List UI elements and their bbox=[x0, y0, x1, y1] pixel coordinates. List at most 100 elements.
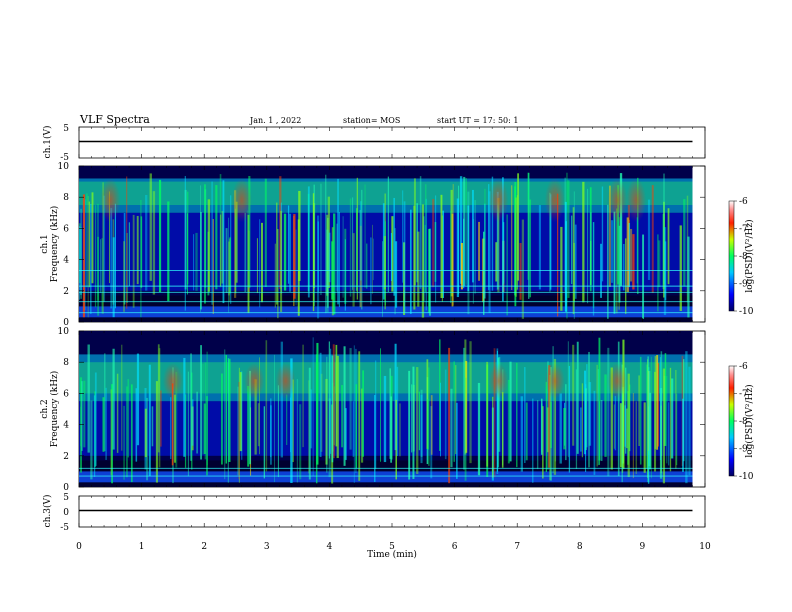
ch2-spectrogram-image bbox=[79, 331, 693, 487]
spectrogram-sferic-streak bbox=[387, 176, 389, 293]
spectrogram-sferic-streak bbox=[488, 184, 490, 290]
spectrogram-sferic-streak bbox=[540, 398, 543, 455]
spectrogram-sferic-streak bbox=[206, 396, 208, 476]
spectrogram-sferic-streak bbox=[276, 202, 278, 305]
spectrogram-sferic-streak bbox=[395, 399, 397, 480]
spectrogram-sferic-streak bbox=[184, 189, 187, 290]
spectrogram-sferic-streak bbox=[228, 358, 231, 462]
ch1-wave-ylabel: ch.1(V) bbox=[42, 126, 53, 159]
spectrogram-sferic-streak bbox=[88, 201, 91, 288]
spectrogram-sferic-streak bbox=[550, 194, 552, 290]
spectrogram-sferic-streak bbox=[463, 176, 466, 286]
spectrogram-sferic-streak bbox=[465, 178, 467, 285]
spectrogram-sferic-streak bbox=[486, 361, 489, 467]
spectrogram-sferic-streak bbox=[352, 197, 354, 290]
spectrogram-sferic-streak bbox=[679, 225, 682, 311]
spectrogram-sferic-streak bbox=[455, 365, 457, 455]
spectrogram-sferic-streak bbox=[144, 408, 147, 458]
spectrogram-sferic-streak bbox=[121, 344, 123, 451]
spectrogram-sferic-streak bbox=[430, 395, 433, 455]
spectrogram-sferic-streak bbox=[331, 355, 334, 463]
spectrogram-sferic-streak bbox=[567, 341, 569, 458]
spectrogram-sferic-streak bbox=[215, 185, 218, 290]
spectrogram-sferic-streak bbox=[417, 231, 420, 307]
spectrogram-sferic-streak bbox=[146, 397, 149, 481]
spectrogram-sferic-streak bbox=[525, 402, 528, 461]
spectrogram-sferic-streak bbox=[204, 184, 206, 304]
spectrogram-sferic-streak bbox=[565, 384, 567, 461]
spectrogram-sferic-streak bbox=[259, 219, 261, 308]
spectrogram-sferic-streak bbox=[656, 355, 659, 450]
spectrogram-sferic-streak bbox=[464, 339, 467, 455]
ch1-spec-ylabel-frequency: Frequency (kHz) bbox=[49, 206, 60, 283]
spectrogram-band bbox=[79, 306, 693, 318]
spectrogram-sferic-streak bbox=[358, 351, 361, 481]
spectrogram-sferic-streak bbox=[355, 384, 358, 469]
spectrogram-sferic-streak bbox=[648, 370, 650, 451]
spectrogram-sferic-streak bbox=[498, 357, 501, 452]
spectrogram-sferic-streak bbox=[598, 337, 601, 461]
ch2-colorbar bbox=[728, 365, 735, 477]
spectrogram-sferic-streak bbox=[259, 357, 260, 455]
spectrogram-sferic-streak bbox=[101, 238, 103, 314]
spectrogram-sferic-streak bbox=[428, 228, 432, 316]
spectrogram-sferic-streak bbox=[159, 390, 162, 447]
spectrogram-sferic-streak bbox=[237, 386, 240, 476]
x-tick-label: 1 bbox=[139, 542, 145, 552]
ch3-waveform-frame bbox=[78, 495, 706, 528]
spectrogram-sferic-streak bbox=[511, 185, 513, 291]
spectrogram-sferic-streak bbox=[444, 369, 447, 460]
colorbar-tick-label: -7 bbox=[739, 390, 748, 400]
spectrogram-sferic-streak bbox=[319, 352, 322, 457]
spectrogram-sferic-streak bbox=[361, 189, 363, 310]
spectrogram-sferic-streak bbox=[427, 367, 430, 466]
spectrogram-sferic-streak bbox=[662, 201, 665, 298]
spectrogram-sferic-streak bbox=[589, 212, 592, 285]
colorbar-tick-label: -10 bbox=[739, 307, 754, 317]
spectrogram-sferic-streak bbox=[158, 179, 162, 293]
spectrogram-sferic-streak bbox=[639, 356, 642, 465]
spectrogram-sferic-streak bbox=[464, 360, 468, 453]
spectrogram-sferic-streak bbox=[224, 349, 226, 480]
spectrogram-sferic-streak bbox=[626, 217, 629, 293]
spectrogram-sferic-streak bbox=[545, 381, 547, 473]
spectrogram-sferic-streak bbox=[270, 405, 272, 465]
spectrogram-sferic-streak bbox=[495, 242, 498, 282]
spectrogram-sferic-streak bbox=[207, 199, 211, 292]
spectrogram-sferic-streak bbox=[676, 393, 678, 466]
spectrogram-sferic-streak bbox=[581, 383, 583, 458]
spectrogram-sferic-streak bbox=[87, 196, 89, 318]
spectrogram-sferic-streak bbox=[648, 392, 652, 470]
spectrogram-sferic-streak bbox=[374, 395, 376, 482]
spectrogram-sferic-streak bbox=[635, 401, 637, 474]
spectrogram-sferic-streak bbox=[175, 371, 178, 468]
x-tick-label: 4 bbox=[327, 542, 333, 552]
spectrogram-sferic-streak bbox=[135, 388, 138, 462]
spectrogram-sferic-streak bbox=[467, 205, 470, 292]
spectrogram-sferic-streak bbox=[286, 394, 288, 446]
spectrogram-sferic-streak bbox=[424, 224, 427, 293]
spectrogram-sferic-streak bbox=[100, 239, 101, 293]
spectrogram-sferic-streak bbox=[277, 385, 279, 478]
spectrogram-sferic-streak bbox=[391, 216, 394, 292]
spectrogram-sferic-streak bbox=[328, 341, 331, 459]
spectrogram-sferic-streak bbox=[326, 229, 329, 313]
spectrogram-sferic-streak bbox=[234, 208, 237, 294]
y-tick-label: 10 bbox=[58, 327, 70, 337]
spectrogram-sferic-streak bbox=[192, 234, 195, 291]
spectrogram-sferic-streak bbox=[302, 344, 304, 448]
spectrogram-sferic-streak bbox=[389, 368, 391, 459]
spectrogram-sferic-streak bbox=[452, 184, 454, 306]
spectrogram-sferic-streak bbox=[123, 241, 125, 312]
spectrogram-sferic-streak bbox=[110, 389, 113, 475]
spectrogram-sferic-streak bbox=[337, 178, 339, 305]
spectrogram-sferic-streak bbox=[330, 348, 332, 454]
spectrogram-sferic-streak bbox=[653, 371, 657, 472]
spectrogram-sferic-streak bbox=[344, 408, 347, 460]
spectrogram-sferic-streak bbox=[450, 210, 452, 304]
spectrogram-sferic-streak bbox=[97, 203, 99, 301]
spectrogram-sferic-streak bbox=[553, 358, 557, 475]
spectrogram-sferic-streak bbox=[200, 211, 202, 310]
spectrogram-sferic-streak bbox=[157, 344, 160, 453]
ch1-waveform-frame bbox=[78, 126, 706, 159]
